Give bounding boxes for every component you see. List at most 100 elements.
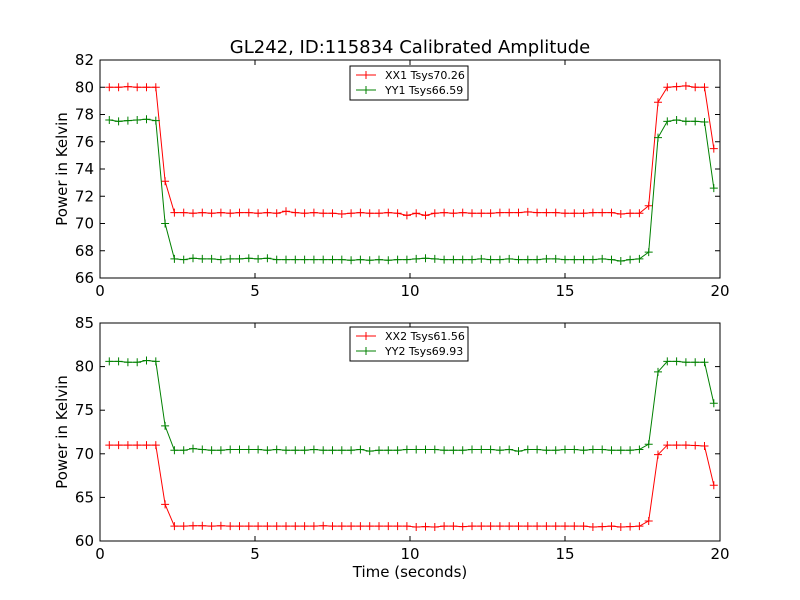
data-point [551,522,560,531]
data-point [402,211,411,220]
data-point [598,208,607,217]
data-point [542,522,551,531]
data-point [291,446,300,455]
data-point [635,445,644,454]
data-point [356,445,365,454]
legend-label: YY1 Tsys66.59 [384,84,463,97]
legend-marker [362,332,370,340]
data-point [300,255,309,264]
data-point [235,445,244,454]
data-point [430,254,439,263]
data-point [570,445,579,454]
data-point [393,446,402,455]
data-point [272,255,281,264]
data-point [672,357,681,366]
data-point [449,446,458,455]
data-point [198,521,207,530]
data-point [672,115,681,124]
data-point [170,254,179,263]
x-tick-label: 5 [250,282,260,300]
data-point [189,444,197,453]
data-point [133,83,142,92]
data-point [505,254,514,263]
data-point [282,446,290,455]
data-point [477,522,486,531]
data-point [588,208,597,217]
data-point [114,357,123,366]
data-point [542,208,551,217]
data-point [709,481,718,490]
subplot-2: 0 5 10 15 20 60 65 70 75 80 85 Power in Kelvin Time … [53,314,730,581]
data-point [458,208,467,217]
data-point [347,256,356,265]
data-point [570,522,579,531]
data-point [486,522,495,531]
data-point [709,399,718,408]
data-point [263,446,272,455]
data-point [514,208,523,217]
data-point [700,83,709,92]
legend-box [349,326,469,362]
data-point [663,117,672,126]
data-point [365,209,374,218]
data-point [616,256,625,265]
data-point [384,208,393,217]
data-point [319,209,328,218]
data-point [189,209,197,218]
y-tick-label: 70 [75,215,94,233]
data-point [430,445,439,454]
data-point [263,208,272,217]
data-point [468,445,476,454]
data-point [663,441,672,450]
data-point [254,445,263,454]
data-point [263,522,272,531]
data-point [681,441,690,450]
data-point [170,208,179,217]
data-point [654,367,662,376]
data-point [365,522,374,531]
x-tick-label: 5 [250,545,260,563]
data-point [421,211,430,220]
data-point [151,441,160,450]
data-point [626,446,635,455]
chart-title: GL242, ID:115834 Calibrated Amplitude [230,37,590,58]
data-point [458,255,467,264]
data-point [170,446,179,455]
data-point [375,209,383,218]
y-tick-label: 78 [75,106,94,124]
data-point [365,447,374,456]
data-point [449,255,458,264]
data-point [282,207,290,216]
y-tick-label: 85 [75,314,94,332]
data-point [375,522,383,531]
data-point [440,446,449,455]
data-point [523,255,532,264]
data-point [561,209,569,218]
data-point [179,446,188,455]
y-axis-label: Power in Kelvin [53,112,71,226]
data-point [337,446,346,455]
legend-label: XX1 Tsys70.26 [385,69,465,82]
data-point [570,255,579,264]
x-tick-label: 15 [555,282,574,300]
data-point [123,441,132,450]
data-point [644,516,653,525]
y-tick-label: 75 [75,401,94,419]
data-point [114,441,123,450]
data-point [282,255,290,264]
data-point [616,446,625,455]
data-point [300,209,309,218]
data-point [570,209,579,218]
data-point [635,254,644,263]
data-point [514,255,523,264]
data-point [114,83,123,92]
data-point [579,255,588,264]
data-point [654,133,662,142]
data-point [616,209,625,218]
y-tick-label: 66 [75,269,94,287]
data-point [533,208,542,217]
data-point [170,522,179,531]
legend: XX2 Tsys61.56 YY2 Tsys69.93 [349,326,469,362]
data-point [328,255,337,264]
